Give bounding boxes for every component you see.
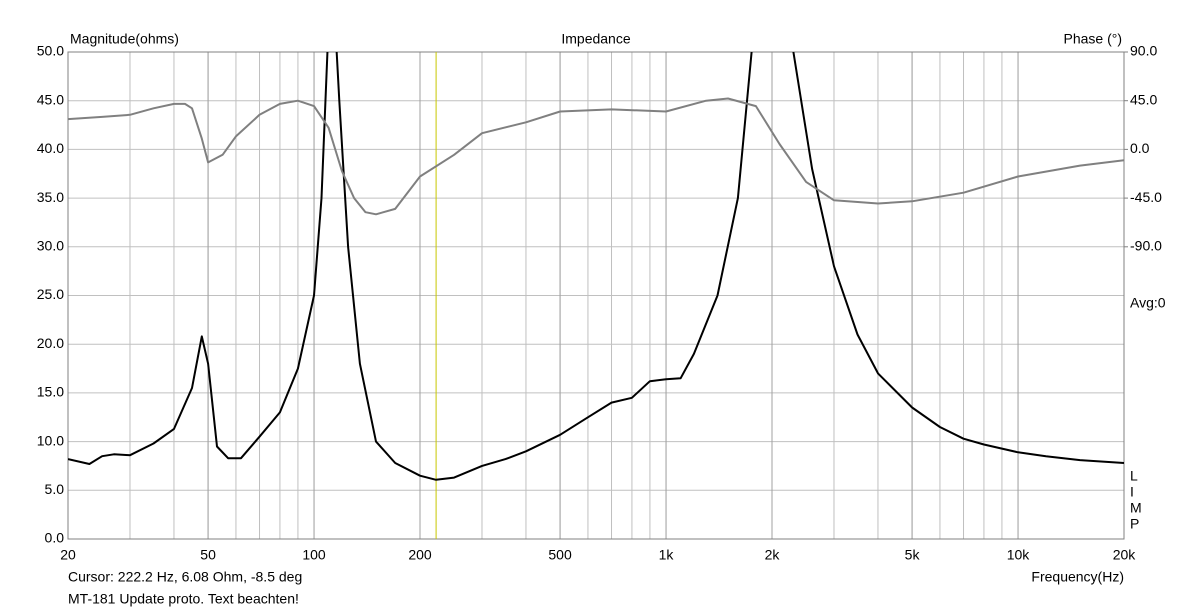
chart-title: Impedance — [561, 31, 630, 47]
x-tick-label: 20k — [1113, 547, 1137, 563]
plot-area — [68, 52, 1124, 481]
side-letter: I — [1130, 484, 1134, 500]
y2-tick-label: -45.0 — [1130, 189, 1162, 205]
x-tick-label: 5k — [905, 547, 921, 563]
x-tick-label: 200 — [408, 547, 432, 563]
y-tick-label: 35.0 — [37, 189, 64, 205]
y2-tick-label: -90.0 — [1130, 238, 1162, 254]
y-tick-label: 15.0 — [37, 384, 64, 400]
y-tick-label: 40.0 — [37, 140, 64, 156]
y-tick-label: 25.0 — [37, 286, 64, 302]
y-axis-label: Magnitude(ohms) — [70, 31, 179, 47]
y-tick-label: 50.0 — [37, 43, 64, 59]
cursor-readout: Cursor: 222.2 Hz, 6.08 Ohm, -8.5 deg — [68, 569, 302, 585]
x-tick-label: 500 — [548, 547, 572, 563]
side-letter: P — [1130, 516, 1139, 532]
x-tick-label: 2k — [765, 547, 781, 563]
note: MT-181 Update proto. Text beachten! — [68, 591, 299, 607]
plot-frame — [67, 51, 1125, 540]
y-tick-label: 0.0 — [45, 530, 65, 546]
magnitude-line — [68, 52, 1124, 481]
x-axis-label: Frequency(Hz) — [1031, 569, 1124, 585]
phase-line — [68, 97, 1124, 216]
y-tick-label: 5.0 — [45, 481, 65, 497]
y-tick-label: 20.0 — [37, 335, 64, 351]
side-letter: L — [1130, 468, 1138, 484]
y-tick-label: 10.0 — [37, 432, 64, 448]
x-tick-label: 1k — [659, 547, 675, 563]
avg-label: Avg:0 — [1130, 295, 1166, 311]
y2-tick-label: 90.0 — [1130, 43, 1157, 59]
x-tick-label: 50 — [200, 547, 216, 563]
x-tick-label: 20 — [60, 547, 76, 563]
y2-tick-label: 45.0 — [1130, 91, 1157, 107]
side-letter: M — [1130, 500, 1142, 516]
y-tick-label: 45.0 — [37, 91, 64, 107]
x-tick-label: 10k — [1007, 547, 1031, 563]
y2-tick-label: 0.0 — [1130, 140, 1150, 156]
x-tick-label: 100 — [302, 547, 326, 563]
y2-axis-label: Phase (°) — [1063, 31, 1122, 47]
y-tick-label: 30.0 — [37, 238, 64, 254]
